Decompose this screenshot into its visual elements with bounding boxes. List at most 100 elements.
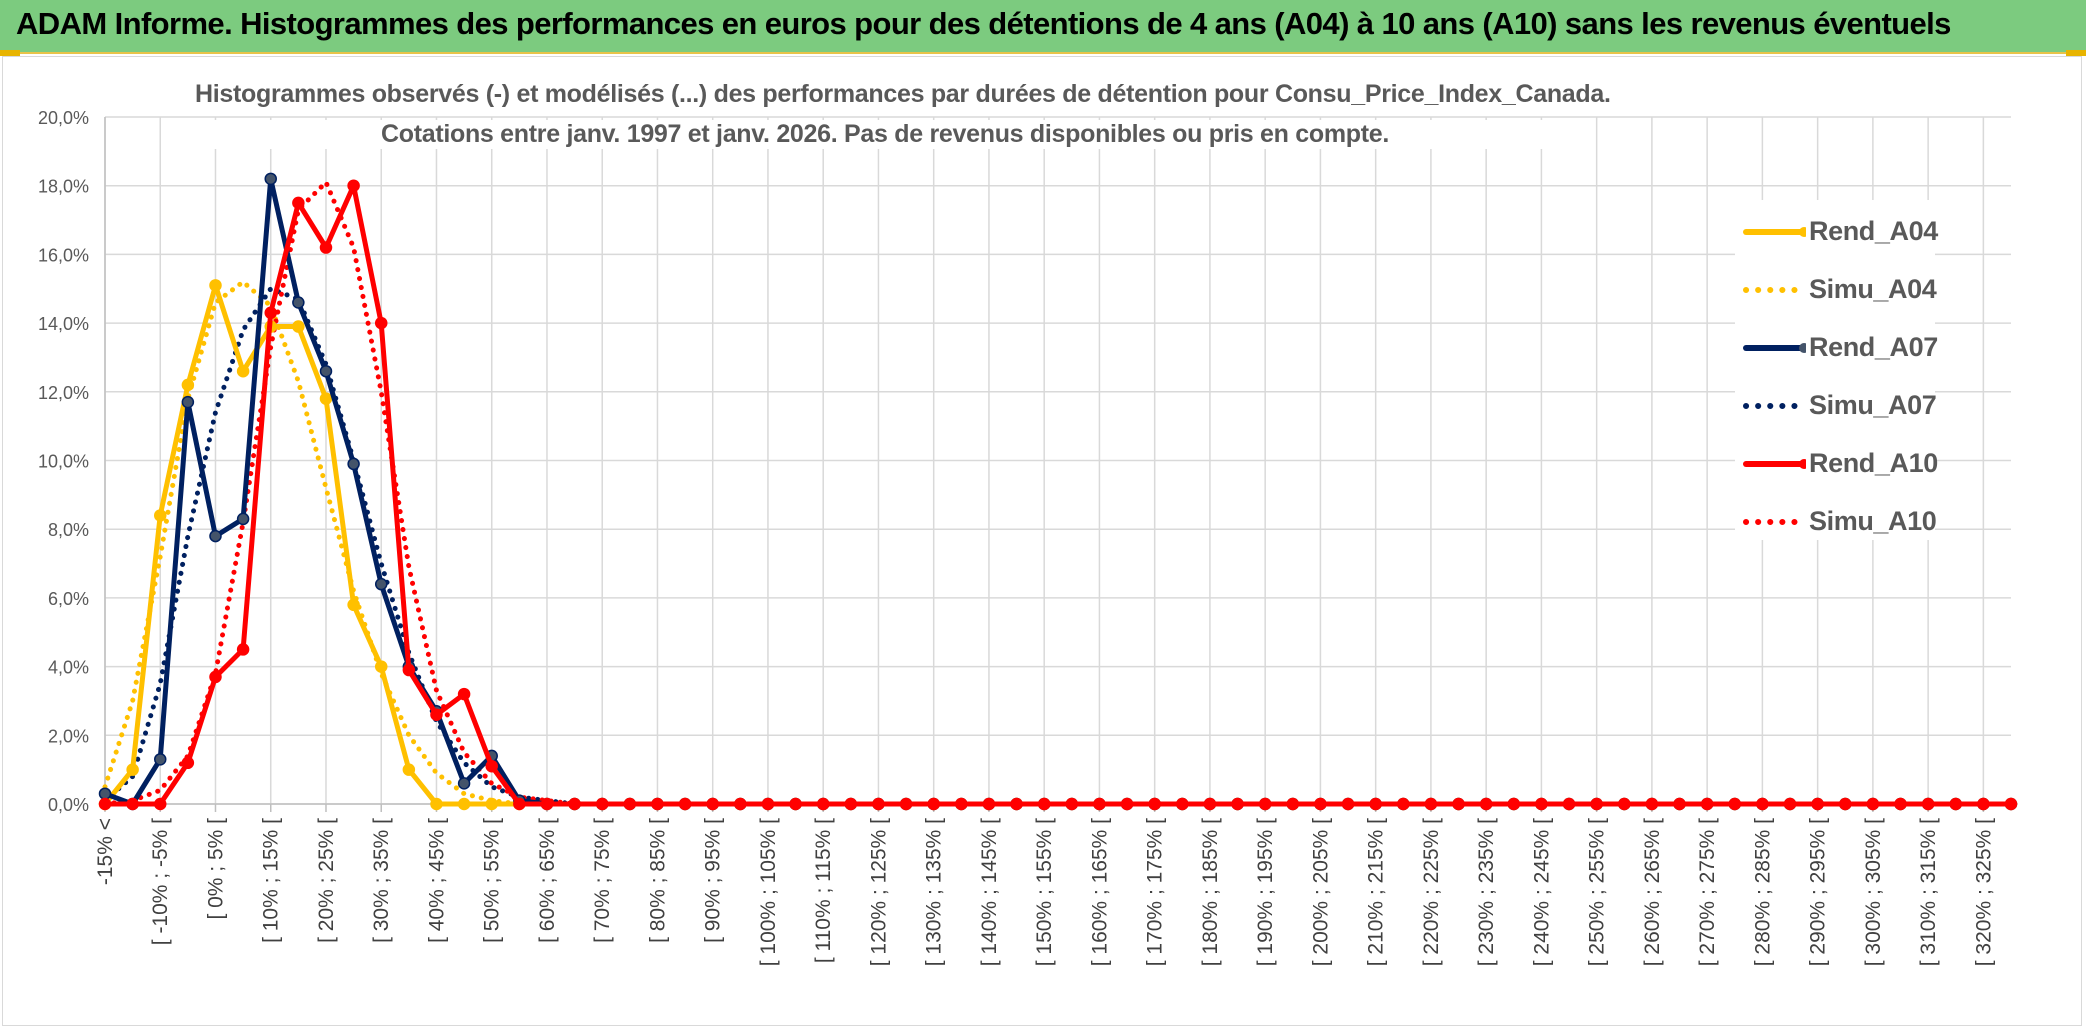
chart-frame bbox=[2, 56, 2082, 1026]
data-point-rend_a10 bbox=[1314, 797, 1327, 811]
y-tick-label: 18,0% bbox=[38, 177, 89, 197]
x-tick-label: [ 280% ; 285% [ bbox=[1751, 818, 1774, 966]
data-point-rend_a10 bbox=[1397, 797, 1410, 811]
data-point-rend_a10 bbox=[568, 797, 581, 811]
legend-swatch bbox=[1743, 287, 1806, 293]
data-point-rend_a04 bbox=[236, 364, 250, 378]
data-point-rend_a10 bbox=[2004, 797, 2018, 811]
data-point-rend_a07 bbox=[292, 296, 305, 309]
data-point-rend_a10 bbox=[955, 797, 968, 811]
x-tick-label: -15% < bbox=[94, 818, 117, 885]
x-tick-label: [ 210% ; 215% [ bbox=[1365, 818, 1388, 966]
x-tick-label: [ 260% ; 265% [ bbox=[1641, 818, 1664, 966]
series-line-simu_a10 bbox=[102, 179, 2014, 807]
data-point-rend_a10 bbox=[1148, 797, 1161, 811]
data-point-rend_a07 bbox=[374, 577, 388, 591]
y-tick-label: 16,0% bbox=[38, 245, 89, 265]
data-point-rend_a10 bbox=[430, 708, 443, 721]
data-point-rend_a07 bbox=[264, 172, 277, 186]
data-point-rend_a07 bbox=[98, 787, 112, 800]
y-tick-label: 6,0% bbox=[48, 589, 89, 609]
data-point-rend_a10 bbox=[374, 316, 388, 330]
legend-item-simu_a04: Simu_A04 bbox=[1735, 270, 1937, 310]
data-point-rend_a10 bbox=[209, 670, 222, 684]
data-point-rend_a10 bbox=[1645, 797, 1659, 811]
data-point-rend_a07 bbox=[181, 395, 195, 409]
x-tick-label: [ 240% ; 245% [ bbox=[1530, 818, 1553, 966]
legend-label: Simu_A07 bbox=[1809, 390, 1937, 420]
data-point-rend_a10 bbox=[1618, 797, 1631, 811]
data-point-rend_a10 bbox=[1673, 797, 1686, 811]
y-tick-label: 0,0% bbox=[48, 795, 89, 815]
data-point-rend_a10 bbox=[816, 797, 830, 811]
x-tick-label: [ 60% ; 65% [ bbox=[536, 818, 559, 943]
data-point-rend_a04 bbox=[457, 797, 471, 811]
x-tick-label: [ 90% ; 95% [ bbox=[702, 818, 725, 943]
legend-label: Rend_A04 bbox=[1809, 216, 1938, 246]
data-point-rend_a04 bbox=[485, 797, 498, 811]
y-tick-label: 12,0% bbox=[38, 383, 89, 403]
data-point-rend_a10 bbox=[1811, 797, 1824, 811]
x-tick-label: [ 10% ; 15% [ bbox=[260, 818, 283, 943]
series-line-rend_a10 bbox=[102, 183, 2014, 807]
legend-swatch bbox=[1743, 343, 1806, 353]
data-point-rend_a10 bbox=[236, 643, 250, 656]
data-point-rend_a10 bbox=[651, 797, 664, 811]
x-tick-label: [ 150% ; 155% [ bbox=[1033, 818, 1056, 966]
data-point-rend_a10 bbox=[126, 797, 139, 811]
x-tick-label: [ 120% ; 125% [ bbox=[867, 818, 890, 966]
x-tick-label: [ 320% ; 325% [ bbox=[1972, 818, 1995, 966]
corner-accent-left bbox=[0, 50, 20, 56]
data-point-rend_a10 bbox=[485, 759, 498, 773]
data-point-rend_a10 bbox=[1977, 797, 1990, 811]
data-point-rend_a10 bbox=[1562, 797, 1576, 811]
data-point-rend_a10 bbox=[181, 756, 195, 770]
x-tick-label: [ 220% ; 225% [ bbox=[1420, 818, 1443, 966]
data-point-rend_a10 bbox=[1507, 797, 1521, 811]
data-point-rend_a07 bbox=[209, 529, 222, 543]
data-point-rend_a10 bbox=[1037, 797, 1051, 811]
data-point-rend_a10 bbox=[1203, 797, 1217, 811]
data-point-rend_a10 bbox=[1700, 797, 1714, 811]
data-point-rend_a07 bbox=[347, 457, 360, 471]
data-point-rend_a10 bbox=[734, 797, 747, 811]
data-point-rend_a10 bbox=[1258, 797, 1272, 811]
data-point-rend_a04 bbox=[402, 763, 416, 776]
x-tick-label: [ 50% ; 55% [ bbox=[481, 818, 504, 943]
chart-title: Histogrammes observés (-) et modélisés (… bbox=[195, 80, 1611, 109]
y-tick-label: 2,0% bbox=[48, 726, 89, 746]
data-point-rend_a10 bbox=[1479, 797, 1493, 811]
x-tick-label: [ 140% ; 145% [ bbox=[978, 818, 1001, 966]
x-tick-label: [ 310% ; 315% [ bbox=[1917, 818, 1940, 966]
x-tick-label: [ 200% ; 205% [ bbox=[1309, 818, 1332, 966]
y-tick-label: 20,0% bbox=[38, 108, 89, 128]
data-point-rend_a10 bbox=[844, 797, 858, 811]
data-point-rend_a07 bbox=[457, 777, 471, 790]
data-point-rend_a04 bbox=[181, 378, 195, 392]
data-point-rend_a04 bbox=[374, 660, 388, 673]
legend-swatch bbox=[1743, 519, 1806, 525]
axes: 0,0% 2,0% 4,0% 6,0% 8,0% 10,0% 12,0% 14,0% 16,0%… bbox=[38, 108, 2011, 966]
legend-swatch bbox=[1743, 227, 1806, 237]
series-line-simu_a07 bbox=[102, 286, 2014, 807]
data-point-rend_a10 bbox=[292, 196, 305, 210]
y-tick-label: 10,0% bbox=[38, 452, 89, 472]
x-tick-label: [ 40% ; 45% [ bbox=[425, 818, 448, 943]
data-point-rend_a10 bbox=[457, 687, 471, 701]
data-point-rend_a10 bbox=[402, 663, 416, 677]
series-lines bbox=[98, 172, 2018, 811]
data-point-rend_a10 bbox=[1341, 797, 1355, 811]
data-point-rend_a10 bbox=[982, 797, 996, 811]
x-tick-label: [ -10% ; -5% [ bbox=[149, 818, 172, 945]
data-point-rend_a10 bbox=[347, 179, 360, 192]
legend-label: Rend_A10 bbox=[1809, 448, 1938, 478]
chart-legend: Rend_A04 Simu_A04 Rend_A07 Simu_A07 Rend_A10… bbox=[1735, 200, 1938, 540]
data-point-rend_a10 bbox=[595, 797, 609, 811]
legend-label: Simu_A10 bbox=[1809, 506, 1937, 536]
legend-item-rend_a04: Rend_A04 bbox=[1735, 212, 1938, 252]
data-point-rend_a04 bbox=[319, 392, 333, 405]
chart-subtitle: Cotations entre janv. 1997 et janv. 2026… bbox=[195, 120, 1575, 149]
series-line-simu_a04 bbox=[102, 279, 2014, 807]
data-point-rend_a10 bbox=[153, 797, 167, 811]
